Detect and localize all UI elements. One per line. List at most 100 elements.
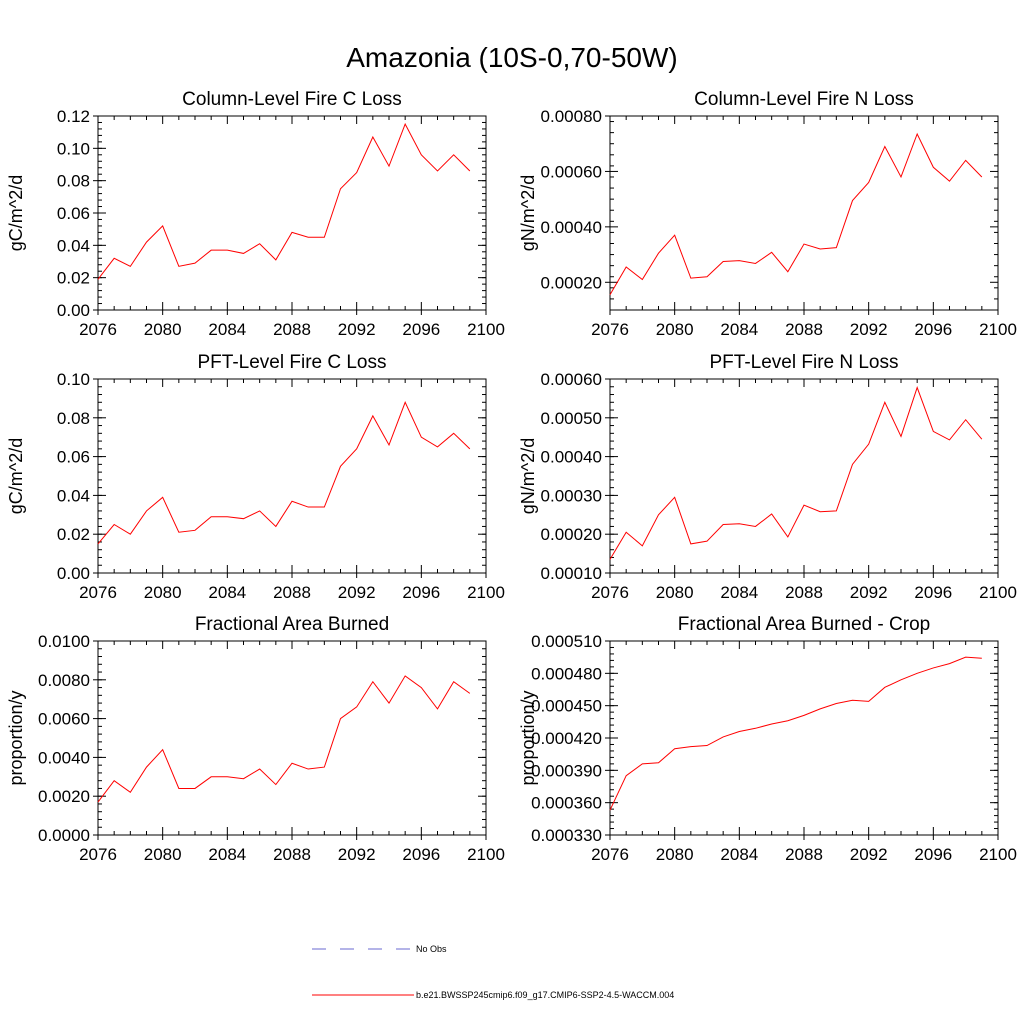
- x-tick-label: 2088: [273, 320, 311, 339]
- x-tick-label: 2088: [273, 583, 311, 602]
- y-tick-label: 0.02: [57, 269, 90, 288]
- x-tick-label: 2080: [144, 845, 182, 864]
- y-axis-label: gC/m^2/d: [6, 175, 26, 251]
- y-axis-label: proportion/y: [6, 690, 26, 785]
- x-tick-label: 2076: [591, 845, 629, 864]
- legend-no-obs-label: No Obs: [416, 944, 447, 954]
- x-tick-label: 2088: [785, 845, 823, 864]
- x-tick-label: 2092: [338, 583, 376, 602]
- legend: No Obs b.e21.BWSSP245cmip6.f09_g17.CMIP6…: [312, 944, 674, 1000]
- y-tick-label: 0.000390: [531, 761, 602, 780]
- x-tick-label: 2084: [208, 845, 246, 864]
- x-tick-label: 2088: [785, 583, 823, 602]
- x-tick-label: 2080: [144, 583, 182, 602]
- y-tick-label: 0.00040: [541, 448, 602, 467]
- y-axis-label: gN/m^2/d: [518, 175, 538, 251]
- y-tick-label: 0.00030: [541, 486, 602, 505]
- y-tick-label: 0.04: [57, 486, 90, 505]
- x-tick-label: 2076: [79, 320, 117, 339]
- x-tick-label: 2084: [208, 320, 246, 339]
- series-line: [609, 386, 983, 560]
- y-tick-label: 0.0080: [38, 671, 90, 690]
- y-tick-label: 0.000360: [531, 794, 602, 813]
- series-line: [609, 132, 983, 296]
- plot-frame: [609, 378, 999, 574]
- y-tick-label: 0.00060: [541, 162, 602, 181]
- x-tick-label: 2080: [656, 320, 694, 339]
- x-tick-label: 2088: [785, 320, 823, 339]
- panel-title: Fractional Area Burned: [195, 614, 389, 635]
- y-tick-label: 0.02: [57, 525, 90, 544]
- chart-panel-4: PFT-Level Fire N Loss 2076 2080 2084 2088 209…: [518, 352, 1017, 602]
- y-tick-label: 0.08: [57, 409, 90, 428]
- y-tick-label: 0.000510: [531, 632, 602, 651]
- y-tick-label: 0.000450: [531, 697, 602, 716]
- y-tick-label: 0.0000: [38, 826, 90, 845]
- x-tick-label: 2100: [467, 583, 505, 602]
- y-tick-label: 0.08: [57, 172, 90, 191]
- x-tick-label: 2084: [208, 583, 246, 602]
- series-line: [97, 400, 471, 545]
- plot-frame: [97, 378, 487, 574]
- x-tick-label: 2100: [979, 320, 1017, 339]
- y-axis-label: gN/m^2/d: [518, 438, 538, 514]
- y-tick-label: 0.000420: [531, 729, 602, 748]
- y-tick-label: 0.00040: [541, 218, 602, 237]
- y-tick-label: 0.10: [57, 370, 90, 389]
- x-tick-label: 2092: [338, 845, 376, 864]
- y-tick-label: 0.06: [57, 204, 90, 223]
- chart-panel-2: Column-Level Fire N Loss 2076 2080 2084 2088…: [518, 89, 1017, 339]
- y-tick-label: 0.000480: [531, 664, 602, 683]
- x-tick-label: 2076: [591, 583, 629, 602]
- series-line: [97, 122, 471, 280]
- x-tick-label: 2096: [402, 583, 440, 602]
- plot-frame: [97, 115, 487, 311]
- panel-title: Column-Level Fire C Loss: [182, 89, 402, 110]
- x-tick-label: 2092: [338, 320, 376, 339]
- x-tick-label: 2080: [144, 320, 182, 339]
- panels: Column-Level Fire C Loss 2076 2080 2084 2088…: [6, 89, 1017, 864]
- x-tick-label: 2096: [402, 845, 440, 864]
- panel-title: PFT-Level Fire C Loss: [198, 352, 387, 373]
- y-tick-label: 0.00: [57, 564, 90, 583]
- x-tick-label: 2096: [914, 583, 952, 602]
- y-tick-label: 0.10: [57, 139, 90, 158]
- x-tick-label: 2076: [591, 320, 629, 339]
- y-tick-label: 0.0020: [38, 787, 90, 806]
- plot-frame: [97, 640, 487, 836]
- y-tick-label: 0.00060: [541, 370, 602, 389]
- x-tick-label: 2092: [850, 845, 888, 864]
- chart-panel-6: Fractional Area Burned - Crop 2076 2080 208…: [518, 614, 1017, 864]
- x-tick-label: 2096: [914, 320, 952, 339]
- x-tick-label: 2100: [979, 583, 1017, 602]
- y-tick-label: 0.0100: [38, 632, 90, 651]
- x-tick-label: 2092: [850, 320, 888, 339]
- legend-model-label: b.e21.BWSSP245cmip6.f09_g17.CMIP6-SSP2-4…: [416, 990, 674, 1000]
- chart-panel-5: Fractional Area Burned 2076 2080 2084 2088 20…: [6, 614, 505, 864]
- y-tick-label: 0.00020: [541, 525, 602, 544]
- y-axis-label: proportion/y: [518, 690, 538, 785]
- y-tick-label: 0.00050: [541, 409, 602, 428]
- chart-panel-3: PFT-Level Fire C Loss 2076 2080 2084 2088 209…: [6, 352, 505, 602]
- x-tick-label: 2096: [914, 845, 952, 864]
- figure-title: Amazonia (10S-0,70-50W): [346, 42, 677, 73]
- series-line: [609, 656, 982, 811]
- panel-title: PFT-Level Fire N Loss: [710, 352, 899, 373]
- y-tick-label: 0.06: [57, 448, 90, 467]
- x-tick-label: 2084: [720, 583, 758, 602]
- y-tick-label: 0.000330: [531, 826, 602, 845]
- x-tick-label: 2084: [720, 320, 758, 339]
- x-tick-label: 2096: [402, 320, 440, 339]
- x-tick-label: 2088: [273, 845, 311, 864]
- x-tick-label: 2076: [79, 583, 117, 602]
- y-tick-label: 0.04: [57, 236, 90, 255]
- x-tick-label: 2092: [850, 583, 888, 602]
- x-tick-label: 2076: [79, 845, 117, 864]
- y-tick-label: 0.00: [57, 301, 90, 320]
- panel-title: Fractional Area Burned - Crop: [678, 614, 930, 635]
- x-tick-label: 2100: [467, 320, 505, 339]
- y-tick-label: 0.12: [57, 107, 90, 126]
- plot-frame: [609, 115, 999, 311]
- x-tick-label: 2100: [467, 845, 505, 864]
